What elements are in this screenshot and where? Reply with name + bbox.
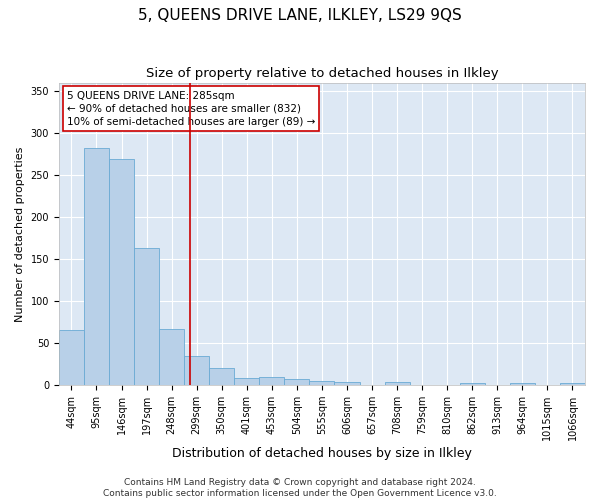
- Bar: [234, 378, 259, 385]
- Bar: [334, 382, 359, 385]
- Bar: [259, 378, 284, 385]
- Bar: [209, 368, 234, 385]
- Bar: [310, 381, 334, 385]
- Text: 5, QUEENS DRIVE LANE, ILKLEY, LS29 9QS: 5, QUEENS DRIVE LANE, ILKLEY, LS29 9QS: [138, 8, 462, 22]
- Bar: [184, 356, 209, 385]
- Bar: [109, 158, 134, 385]
- Bar: [134, 248, 159, 385]
- Text: Contains HM Land Registry data © Crown copyright and database right 2024.
Contai: Contains HM Land Registry data © Crown c…: [103, 478, 497, 498]
- Title: Size of property relative to detached houses in Ilkley: Size of property relative to detached ho…: [146, 68, 498, 80]
- Bar: [284, 379, 310, 385]
- Bar: [59, 330, 84, 385]
- Bar: [560, 384, 585, 385]
- Y-axis label: Number of detached properties: Number of detached properties: [15, 146, 25, 322]
- Bar: [510, 384, 535, 385]
- Bar: [84, 148, 109, 385]
- X-axis label: Distribution of detached houses by size in Ilkley: Distribution of detached houses by size …: [172, 447, 472, 460]
- Bar: [460, 384, 485, 385]
- Text: 5 QUEENS DRIVE LANE: 285sqm
← 90% of detached houses are smaller (832)
10% of se: 5 QUEENS DRIVE LANE: 285sqm ← 90% of det…: [67, 90, 315, 127]
- Bar: [159, 329, 184, 385]
- Bar: [385, 382, 410, 385]
